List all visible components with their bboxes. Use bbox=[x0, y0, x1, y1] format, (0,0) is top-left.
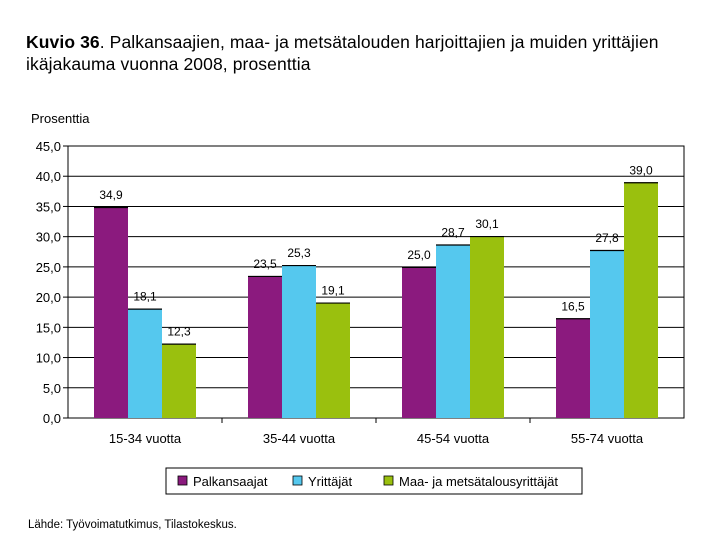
y-tick-label: 40,0 bbox=[36, 169, 61, 184]
x-category-label: 45-54 vuotta bbox=[417, 431, 490, 446]
y-tick-label: 10,0 bbox=[36, 351, 61, 366]
bars bbox=[94, 182, 658, 418]
y-tick-label: 5,0 bbox=[43, 381, 61, 396]
bar-2-2 bbox=[282, 265, 316, 418]
bar-3-4 bbox=[624, 182, 658, 418]
data-label: 16,5 bbox=[561, 299, 585, 313]
bar-1-2 bbox=[248, 275, 282, 418]
bar-1-1 bbox=[94, 207, 128, 418]
y-tick-label: 25,0 bbox=[36, 260, 61, 275]
bar-3-2 bbox=[316, 302, 350, 418]
x-category-label: 55-74 vuotta bbox=[571, 431, 644, 446]
data-label: 23,5 bbox=[253, 257, 277, 271]
y-tick-label: 15,0 bbox=[36, 320, 61, 335]
y-tick-label: 30,0 bbox=[36, 230, 61, 245]
bar-2-3 bbox=[436, 244, 470, 418]
y-tick-label: 0,0 bbox=[43, 411, 61, 426]
legend-box bbox=[165, 467, 583, 495]
x-category-label: 15-34 vuotta bbox=[109, 431, 182, 446]
x-axis-categories: 15-34 vuotta 35-44 vuotta 45-54 vuotta 55-7… bbox=[109, 418, 644, 446]
data-label: 18,1 bbox=[133, 290, 157, 304]
y-tick-label: 20,0 bbox=[36, 290, 61, 305]
legend-label: Palkansaajat bbox=[193, 474, 268, 489]
bar-1-4 bbox=[556, 318, 590, 418]
bar-3-1 bbox=[162, 343, 196, 418]
bar-2-1 bbox=[128, 308, 162, 418]
bar-1-3 bbox=[402, 266, 436, 418]
source-note: Lähde: Työvoimatutkimus, Tilastokeskus. bbox=[28, 519, 237, 531]
data-label: 25,3 bbox=[287, 246, 311, 260]
y-axis-ticks: 0,0 5,0 10,0 15,0 20,0 25,0 30,0 35,0 40,0 45,0 bbox=[36, 139, 68, 426]
bar-3-3 bbox=[470, 236, 504, 418]
y-tick-label: 35,0 bbox=[36, 199, 61, 214]
data-label: 19,1 bbox=[321, 284, 345, 298]
data-label: 34,9 bbox=[99, 188, 123, 202]
y-axis-label: Prosenttia bbox=[31, 111, 90, 126]
legend-swatch-3 bbox=[383, 475, 394, 486]
data-label: 12,3 bbox=[167, 325, 191, 339]
data-label: 25,0 bbox=[407, 248, 431, 262]
legend-swatch-1 bbox=[177, 475, 188, 486]
chart-title: Kuvio 36. Palkansaajien, maa- ja metsäta… bbox=[26, 31, 706, 75]
title-text: . Palkansaajien, maa- ja metsätalouden h… bbox=[26, 32, 659, 74]
data-label: 27,8 bbox=[595, 231, 619, 245]
x-category-label: 35-44 vuotta bbox=[263, 431, 336, 446]
data-label: 39,0 bbox=[629, 163, 653, 177]
bar-2-4 bbox=[590, 249, 624, 418]
legend-swatch-2 bbox=[292, 475, 303, 486]
data-label: 28,7 bbox=[441, 226, 465, 240]
legend-label: Maa- ja metsätalousyrittäjät bbox=[399, 474, 558, 489]
figure-number: Kuvio 36 bbox=[26, 32, 100, 52]
y-tick-label: 45,0 bbox=[36, 139, 61, 154]
legend-label: Yrittäjät bbox=[308, 474, 352, 489]
data-label: 30,1 bbox=[475, 217, 499, 231]
data-labels: 34,9 18,1 12,3 23,5 25,3 19,1 25,0 28,7 30,1 16,5… bbox=[99, 163, 653, 338]
legend: Palkansaajat Yrittäjät Maa- ja metsätalous… bbox=[165, 467, 583, 495]
